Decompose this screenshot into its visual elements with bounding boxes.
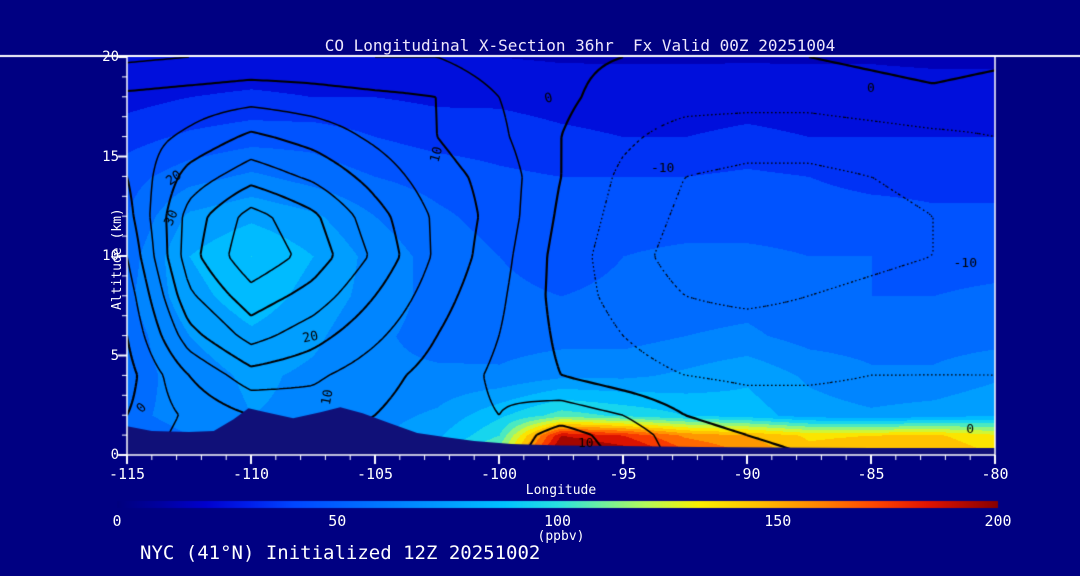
- x-tick-label: -110: [232, 465, 270, 483]
- colorbar-units: (ppbv): [537, 529, 585, 544]
- colorbar-tick-label: 150: [764, 512, 792, 530]
- colorbar-tick-label: 200: [984, 512, 1012, 530]
- x-axis-title: Longitude: [525, 483, 597, 498]
- x-tick-label: -100: [480, 465, 518, 483]
- colorbar-tick-label: 0: [112, 512, 122, 530]
- y-tick-label: 20: [102, 49, 119, 65]
- colorbar-tick-label: 100: [543, 512, 572, 530]
- colorbar-tick-label: 50: [328, 512, 347, 530]
- chart-title: CO Longitudinal X-Section 36hr Fx Valid …: [324, 36, 836, 55]
- x-tick-label: -105: [356, 465, 394, 483]
- x-tick-label: -115: [108, 465, 146, 483]
- y-tick-label: 0: [110, 447, 119, 463]
- y-tick-label: 5: [110, 347, 119, 364]
- y-tick-label: 15: [102, 148, 119, 165]
- x-tick-label: -85: [857, 465, 885, 483]
- x-tick-label: -80: [981, 465, 1009, 483]
- x-tick-label: -90: [733, 465, 761, 483]
- y-tick-label: 10: [102, 248, 119, 264]
- x-tick-label: -95: [609, 465, 637, 483]
- run-info-text: NYC (41°N) Initialized 12Z 20251002: [140, 542, 541, 564]
